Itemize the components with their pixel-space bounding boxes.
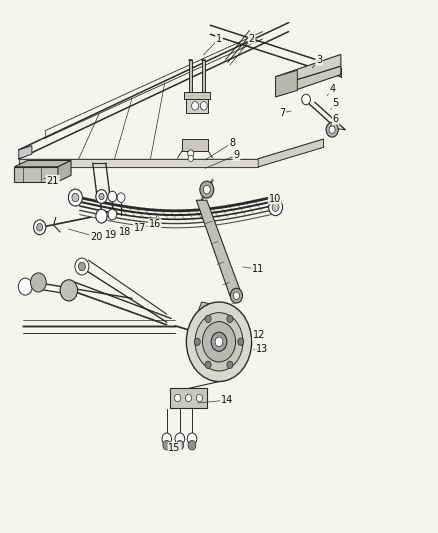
- Polygon shape: [184, 92, 210, 100]
- Text: 8: 8: [229, 138, 235, 148]
- Text: 21: 21: [46, 175, 59, 185]
- Circle shape: [34, 220, 46, 235]
- Text: 13: 13: [255, 344, 268, 354]
- Text: 7: 7: [279, 108, 285, 118]
- Circle shape: [230, 288, 243, 303]
- Circle shape: [211, 332, 227, 351]
- Text: 9: 9: [233, 150, 240, 160]
- Text: 10: 10: [268, 193, 281, 204]
- Circle shape: [202, 321, 236, 362]
- Circle shape: [187, 150, 194, 157]
- Circle shape: [205, 361, 211, 368]
- Circle shape: [175, 433, 185, 445]
- Circle shape: [60, 280, 78, 301]
- Circle shape: [31, 273, 46, 292]
- Circle shape: [68, 189, 82, 206]
- Circle shape: [96, 190, 107, 204]
- Circle shape: [18, 278, 32, 295]
- Text: 19: 19: [106, 230, 118, 240]
- Circle shape: [186, 302, 252, 382]
- Polygon shape: [19, 146, 32, 159]
- Polygon shape: [14, 160, 71, 167]
- Polygon shape: [193, 302, 228, 331]
- Circle shape: [176, 440, 184, 450]
- Circle shape: [117, 193, 125, 203]
- Polygon shape: [258, 139, 323, 167]
- Circle shape: [191, 102, 198, 110]
- Circle shape: [108, 191, 117, 202]
- Circle shape: [162, 433, 172, 445]
- Polygon shape: [276, 66, 341, 97]
- Circle shape: [227, 315, 233, 322]
- Circle shape: [195, 313, 243, 371]
- Circle shape: [205, 315, 211, 322]
- Polygon shape: [188, 60, 191, 94]
- Text: 14: 14: [221, 395, 233, 405]
- Circle shape: [272, 203, 279, 212]
- Text: 4: 4: [329, 84, 335, 94]
- Polygon shape: [182, 139, 208, 151]
- Text: 5: 5: [332, 98, 339, 108]
- Polygon shape: [170, 389, 207, 408]
- Text: 12: 12: [253, 330, 265, 341]
- Circle shape: [37, 223, 43, 231]
- Text: 2: 2: [248, 34, 255, 44]
- Circle shape: [185, 394, 191, 402]
- Circle shape: [215, 337, 223, 346]
- Text: 1: 1: [216, 34, 222, 44]
- Circle shape: [187, 433, 197, 445]
- Circle shape: [99, 193, 104, 200]
- Polygon shape: [276, 54, 341, 86]
- Circle shape: [108, 209, 117, 220]
- Text: 17: 17: [134, 223, 146, 233]
- Circle shape: [194, 338, 200, 345]
- Circle shape: [233, 292, 240, 300]
- Polygon shape: [19, 159, 258, 167]
- Circle shape: [196, 394, 202, 402]
- Circle shape: [188, 155, 193, 161]
- Polygon shape: [276, 70, 297, 97]
- Polygon shape: [14, 167, 58, 182]
- Circle shape: [302, 94, 311, 105]
- Circle shape: [268, 199, 283, 216]
- Text: 6: 6: [332, 114, 339, 124]
- Circle shape: [188, 440, 196, 450]
- Polygon shape: [204, 308, 230, 334]
- Circle shape: [329, 126, 335, 133]
- Text: 3: 3: [316, 55, 322, 64]
- Circle shape: [203, 185, 210, 194]
- Circle shape: [72, 193, 79, 202]
- Circle shape: [78, 262, 85, 271]
- Circle shape: [96, 209, 107, 223]
- Text: 20: 20: [90, 232, 102, 242]
- Text: 11: 11: [252, 264, 264, 274]
- Text: 15: 15: [169, 443, 181, 453]
- Text: 18: 18: [119, 227, 131, 237]
- Text: 16: 16: [148, 219, 161, 229]
- Circle shape: [163, 440, 171, 450]
- Circle shape: [238, 338, 244, 345]
- Circle shape: [175, 394, 181, 402]
- Polygon shape: [201, 60, 205, 94]
- Circle shape: [326, 122, 338, 137]
- Circle shape: [227, 361, 233, 368]
- Circle shape: [75, 258, 89, 275]
- Circle shape: [200, 181, 214, 198]
- Polygon shape: [196, 200, 242, 296]
- Circle shape: [200, 102, 207, 110]
- Polygon shape: [58, 160, 71, 182]
- Polygon shape: [186, 100, 208, 113]
